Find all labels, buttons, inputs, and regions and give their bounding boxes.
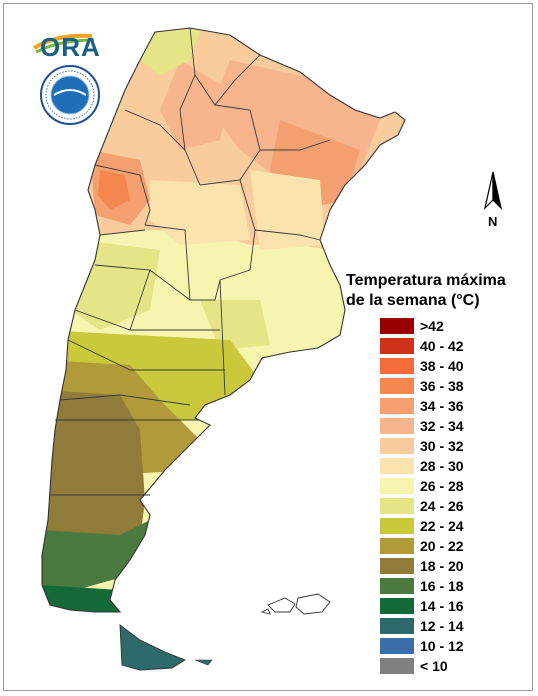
legend-swatch [380,458,414,474]
legend-swatch [380,558,414,574]
smn-seal-logo [40,65,100,125]
legend-item: 22 - 24 [380,516,464,536]
legend-item: 10 - 12 [380,636,464,656]
legend-label: 34 - 36 [420,398,464,414]
legend-label: 38 - 40 [420,358,464,374]
legend-title-line1: Temperatura máxima [346,272,506,289]
legend-label: 10 - 12 [420,638,464,654]
legend-swatch [380,318,414,334]
north-arrow-icon [483,171,503,210]
legend-swatch [380,358,414,374]
legend-label: 30 - 32 [420,438,464,454]
ora-logo-swoosh [32,33,95,54]
legend-label: 14 - 16 [420,598,464,614]
legend-label: 26 - 28 [420,478,464,494]
legend-item: 14 - 16 [380,596,464,616]
legend-item: 38 - 40 [380,356,464,376]
legend-swatch [380,518,414,534]
legend-swatch [380,638,414,654]
north-label: N [488,214,498,229]
legend-title-line2: de la semana (°C) [346,292,480,309]
legend-item: 24 - 26 [380,496,464,516]
legend: >42 40 - 42 38 - 40 36 - 38 34 - 36 32 - 34 30… [380,316,464,676]
legend-label: 12 - 14 [420,618,464,634]
tierra-del-fuego [119,624,186,671]
legend-swatch [380,398,414,414]
legend-label: 28 - 30 [420,458,464,474]
legend-item: 26 - 28 [380,476,464,496]
legend-swatch [380,478,414,494]
legend-item: 34 - 36 [380,396,464,416]
legend-swatch [380,538,414,554]
legend-swatch [380,378,414,394]
legend-item: 40 - 42 [380,336,464,356]
legend-item: 18 - 20 [380,556,464,576]
legend-label: 18 - 20 [420,558,464,574]
legend-item: 32 - 34 [380,416,464,436]
province-borders [41,27,406,613]
ora-logo-text: ORA [40,32,101,62]
legend-swatch [380,418,414,434]
legend-swatch [380,578,414,594]
legend-swatch [380,438,414,454]
legend-item: 28 - 30 [380,456,464,476]
legend-label: 16 - 18 [420,578,464,594]
map-frame [3,3,533,691]
legend-swatch [380,338,414,354]
islas-malvinas [260,593,331,615]
legend-item: 20 - 22 [380,536,464,556]
legend-label: 24 - 26 [420,498,464,514]
isla-de-los-estados [194,659,213,666]
legend-label: 36 - 38 [420,378,464,394]
legend-swatch [380,498,414,514]
legend-label: 20 - 22 [420,538,464,554]
legend-item: < 10 [380,656,464,676]
legend-item: 36 - 38 [380,376,464,396]
legend-swatch [380,598,414,614]
legend-swatch [380,658,414,674]
legend-item: 30 - 32 [380,436,464,456]
legend-item: 12 - 14 [380,616,464,636]
legend-label: 32 - 34 [420,418,464,434]
legend-label: 40 - 42 [420,338,464,354]
legend-label: < 10 [420,658,448,674]
legend-swatch [380,618,414,634]
legend-item: >42 [380,316,464,336]
legend-item: 16 - 18 [380,576,464,596]
legend-label: >42 [420,318,444,334]
legend-title: Temperatura máxima de la semana (°C) [346,271,506,311]
legend-label: 22 - 24 [420,518,464,534]
